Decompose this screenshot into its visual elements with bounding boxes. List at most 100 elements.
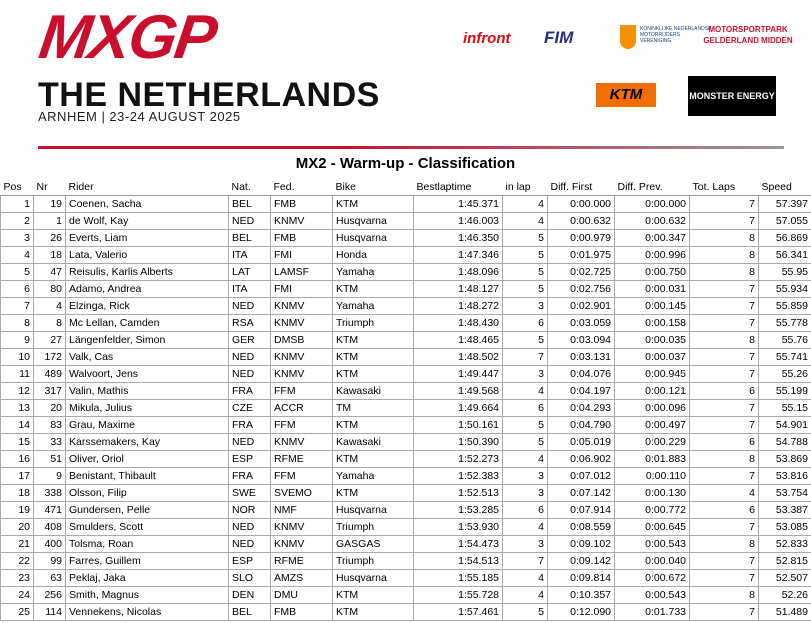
cell: Honda xyxy=(332,246,414,264)
cell: DEN xyxy=(228,586,271,604)
cell: 0:02.901 xyxy=(547,297,615,315)
cell: ESP xyxy=(228,450,271,468)
cell: 1:55.185 xyxy=(413,569,503,587)
cell: ACCR xyxy=(270,399,333,417)
column-header: Nr xyxy=(33,178,66,196)
cell: 52.26 xyxy=(758,586,811,604)
cell: 4 xyxy=(502,382,548,400)
cell: 52.507 xyxy=(758,569,811,587)
cell: 55.15 xyxy=(758,399,811,417)
cell: 5 xyxy=(502,263,548,281)
cell: KNMV xyxy=(270,297,333,315)
cell: 0:07.142 xyxy=(547,484,615,502)
cell: 471 xyxy=(33,501,66,519)
cell: Yamaha xyxy=(332,467,414,485)
cell: 52.815 xyxy=(758,552,811,570)
cell: 4 xyxy=(502,518,548,536)
cell: Farres, Guillem xyxy=(65,552,229,570)
cell: Smith, Magnus xyxy=(65,586,229,604)
cell: 0:00.543 xyxy=(614,535,690,553)
cell: 7 xyxy=(0,297,34,315)
cell: 338 xyxy=(33,484,66,502)
cell: 0:00.040 xyxy=(614,552,690,570)
cell: 4 xyxy=(502,212,548,230)
cell: Kawasaki xyxy=(332,382,414,400)
cell: Grau, Maxime xyxy=(65,416,229,434)
cell: 0:00.110 xyxy=(614,467,690,485)
cell: 55.934 xyxy=(758,280,811,298)
result-row: 15 33 Karssemakers, Kay NED KNMV Kawasaki 1:50… xyxy=(0,433,811,451)
cell: CZE xyxy=(228,399,271,417)
cell: Triumph xyxy=(332,518,414,536)
cell: Valk, Cas xyxy=(65,348,229,366)
cell: 16 xyxy=(0,450,34,468)
cell: 21 xyxy=(0,535,34,553)
cell: 55.26 xyxy=(758,365,811,383)
result-row: 7 4 Elzinga, Rick NED KNMV Yamaha 1:48.272 3 0:0… xyxy=(0,297,811,315)
cell: 47 xyxy=(33,263,66,281)
cell: 0:00.000 xyxy=(614,195,690,213)
cell: Olsson, Filip xyxy=(65,484,229,502)
cell: BEL xyxy=(228,603,271,621)
cell: 256 xyxy=(33,586,66,604)
cell: 4 xyxy=(33,297,66,315)
cell: Husqvarna xyxy=(332,501,414,519)
cell: KTM xyxy=(332,365,414,383)
cell: 8 xyxy=(689,331,759,349)
sponsor: KONINKLIJKE NEDERLANDSE MOTORRIJDERS VER… xyxy=(640,26,712,44)
cell: 0:00.031 xyxy=(614,280,690,298)
cell: 0:00.096 xyxy=(614,399,690,417)
cell: 0:00.772 xyxy=(614,501,690,519)
cell: KNMV xyxy=(270,365,333,383)
cell: 53.754 xyxy=(758,484,811,502)
cell: 7 xyxy=(689,280,759,298)
column-header: Fed. xyxy=(270,178,333,196)
result-row: 20 408 Smulders, Scott NED KNMV Triumph 1:53.9… xyxy=(0,518,811,536)
cell: Adamo, Andrea xyxy=(65,280,229,298)
cell: 0:04.293 xyxy=(547,399,615,417)
cell: Yamaha xyxy=(332,263,414,281)
cell: 17 xyxy=(0,467,34,485)
column-header: Bike xyxy=(332,178,414,196)
cell: 55.76 xyxy=(758,331,811,349)
cell: Karssemakers, Kay xyxy=(65,433,229,451)
cell: Benistant, Thibault xyxy=(65,467,229,485)
cell: RFME xyxy=(270,552,333,570)
cell: 0:04.197 xyxy=(547,382,615,400)
results-table: Pos Nr Rider Nat. Fed. Bike Bestlaptime in lap D… xyxy=(0,178,811,621)
column-header: Tot. Laps xyxy=(689,178,759,196)
result-row: 10 172 Valk, Cas NED KNMV KTM 1:48.502 7 0:03.13… xyxy=(0,348,811,366)
cell: 0:00.996 xyxy=(614,246,690,264)
cell: 7 xyxy=(502,552,548,570)
cell: KTM xyxy=(332,348,414,366)
cell: Vennekens, Nicolas xyxy=(65,603,229,621)
cell: Elzinga, Rick xyxy=(65,297,229,315)
cell: 53.085 xyxy=(758,518,811,536)
cell: ITA xyxy=(228,246,271,264)
result-row: 8 8 Mc Lellan, Camden RSA KNMV Triumph 1:48.43… xyxy=(0,314,811,332)
cell: 55.859 xyxy=(758,297,811,315)
cell: 7 xyxy=(689,399,759,417)
cell: 7 xyxy=(502,348,548,366)
cell: 0:02.725 xyxy=(547,263,615,281)
cell: 6 xyxy=(502,399,548,417)
cell: KNMV xyxy=(270,314,333,332)
cell: Husqvarna xyxy=(332,229,414,247)
cell: Smulders, Scott xyxy=(65,518,229,536)
cell: 5 xyxy=(502,280,548,298)
cell: 0:00.632 xyxy=(614,212,690,230)
sponsor: infront xyxy=(463,30,511,47)
cell: 25 xyxy=(0,603,34,621)
cell: 7 xyxy=(689,314,759,332)
cell: 3 xyxy=(502,365,548,383)
cell: GASGAS xyxy=(332,535,414,553)
cell: 12 xyxy=(0,382,34,400)
cell: RFME xyxy=(270,450,333,468)
cell: 317 xyxy=(33,382,66,400)
result-row: 14 83 Grau, Maxime FRA FFM KTM 1:50.161 5 0:04.7… xyxy=(0,416,811,434)
cell: Coenen, Sacha xyxy=(65,195,229,213)
cell: Mc Lellan, Camden xyxy=(65,314,229,332)
cell: 0:06.902 xyxy=(547,450,615,468)
cell: KTM xyxy=(332,484,414,502)
cell: 5 xyxy=(502,331,548,349)
